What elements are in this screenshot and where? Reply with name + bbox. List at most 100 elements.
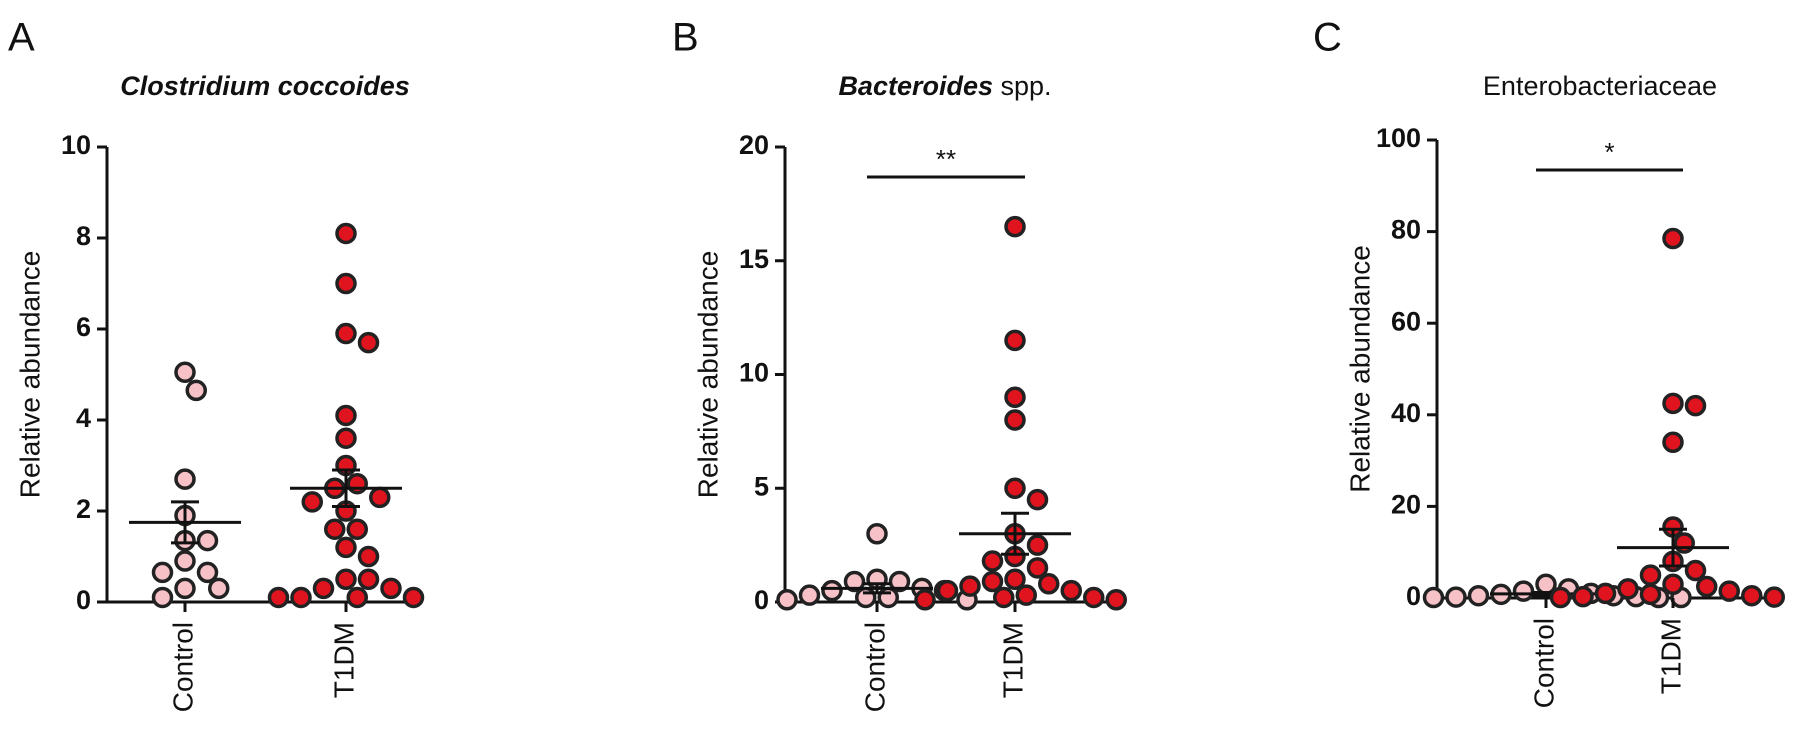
data-point xyxy=(1572,585,1594,608)
data-point xyxy=(1004,568,1026,590)
data-point xyxy=(1422,586,1445,609)
data-point xyxy=(1105,588,1127,611)
data-point xyxy=(1038,573,1060,595)
panel-label: B xyxy=(672,16,699,60)
y-axis-label: Relative abundance xyxy=(692,251,723,499)
data-point xyxy=(1549,586,1572,609)
y-tick-label: 100 xyxy=(1376,123,1421,153)
data-point xyxy=(174,361,196,383)
data-point xyxy=(821,579,843,602)
data-point xyxy=(380,577,402,600)
y-tick-label: 4 xyxy=(76,403,91,433)
data-point xyxy=(959,575,981,597)
data-point xyxy=(335,272,357,295)
y-axis-label: Relative abundance xyxy=(14,251,45,499)
y-tick-label: 80 xyxy=(1391,215,1421,245)
data-point xyxy=(1594,582,1617,605)
data-point xyxy=(346,586,368,609)
x-tick-label: T1DM xyxy=(328,622,359,698)
data-point xyxy=(1662,227,1684,250)
data-point xyxy=(843,570,866,593)
data-point xyxy=(196,561,219,584)
data-point xyxy=(335,222,357,245)
data-point xyxy=(1004,409,1026,431)
data-point xyxy=(1512,580,1535,602)
data-point xyxy=(301,491,323,513)
data-point xyxy=(290,586,312,609)
data-point xyxy=(1662,573,1684,596)
data-point xyxy=(877,586,899,609)
panel-label: A xyxy=(8,16,35,60)
y-tick-label: 0 xyxy=(754,585,769,615)
title-part: Clostridium coccoides xyxy=(120,71,410,101)
data-point xyxy=(1015,584,1037,606)
significance-label: ** xyxy=(936,144,956,174)
data-point xyxy=(335,427,357,449)
chart-title: Clostridium coccoides xyxy=(120,71,410,101)
x-tick-label: T1DM xyxy=(1655,618,1686,694)
x-tick-label: Control xyxy=(859,622,890,712)
data-point xyxy=(1026,534,1049,556)
error-bar xyxy=(863,582,891,595)
data-point xyxy=(151,586,174,609)
chart-title: Enterobacteriaceae xyxy=(1483,71,1717,101)
y-tick-label: 15 xyxy=(739,244,769,274)
y-tick-label: 5 xyxy=(754,471,769,501)
data-point xyxy=(369,486,391,509)
data-point xyxy=(357,568,380,590)
y-axis-label: Relative abundance xyxy=(1344,245,1375,493)
data-point xyxy=(1718,580,1740,602)
x-tick-label: Control xyxy=(167,622,198,712)
y-tick-label: 60 xyxy=(1391,306,1421,336)
data-point xyxy=(1763,586,1785,608)
y-tick-label: 20 xyxy=(739,130,769,160)
data-point xyxy=(1639,583,1662,606)
x-tick-label: Control xyxy=(1528,618,1559,708)
data-point xyxy=(335,568,357,590)
data-point xyxy=(346,472,368,495)
title-part: Bacteroides xyxy=(838,71,993,101)
data-point xyxy=(335,404,357,427)
data-point xyxy=(855,586,877,609)
error-bar xyxy=(1001,511,1029,556)
data-point xyxy=(1004,215,1026,238)
data-point xyxy=(1535,573,1557,596)
data-point xyxy=(312,577,335,600)
data-point xyxy=(346,518,368,540)
data-point xyxy=(324,518,346,540)
data-point xyxy=(981,550,1004,572)
y-tick-label: 8 xyxy=(76,221,91,251)
chart-title: Bacteroides spp. xyxy=(838,71,1051,101)
error-bar xyxy=(1659,527,1687,568)
y-tick-label: 10 xyxy=(739,358,769,388)
data-point xyxy=(1026,557,1049,579)
y-tick-label: 0 xyxy=(1406,581,1421,611)
data-point xyxy=(1004,386,1026,408)
data-point xyxy=(914,588,936,611)
data-point xyxy=(1004,477,1026,499)
data-point xyxy=(335,322,357,345)
data-point xyxy=(174,577,196,600)
data-point xyxy=(993,586,1015,609)
data-point xyxy=(357,331,380,354)
data-point xyxy=(185,379,207,402)
data-point xyxy=(1662,431,1684,454)
y-tick-label: 20 xyxy=(1391,490,1421,520)
data-point xyxy=(888,570,911,593)
y-tick-label: 40 xyxy=(1391,398,1421,428)
title-part: spp. xyxy=(993,71,1052,101)
data-point xyxy=(1083,586,1105,609)
data-point xyxy=(151,561,174,584)
data-point xyxy=(1467,584,1490,607)
data-point xyxy=(1662,392,1684,415)
y-tick-label: 0 xyxy=(76,585,91,615)
error-bar xyxy=(171,500,199,545)
data-point xyxy=(776,588,798,611)
data-point xyxy=(1617,578,1639,600)
panel-label: C xyxy=(1313,16,1342,60)
data-point xyxy=(1445,586,1467,608)
data-point xyxy=(1684,559,1707,582)
data-point xyxy=(1026,488,1049,511)
data-point xyxy=(798,584,821,606)
